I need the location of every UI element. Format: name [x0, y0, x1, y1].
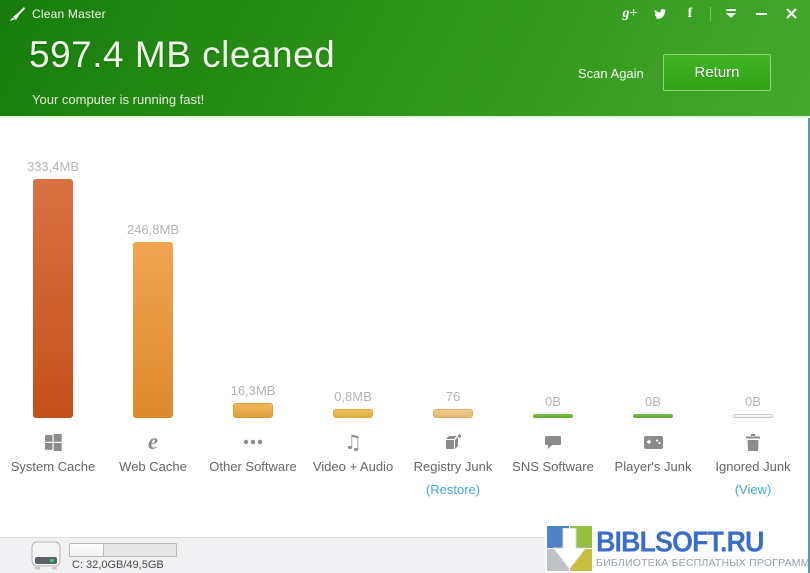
category-label: Player's Junk — [614, 459, 692, 474]
category-label: System Cache — [10, 459, 96, 474]
chart-column-video-audio: 0,8MB — [303, 118, 403, 418]
twitter-icon[interactable] — [647, 2, 673, 26]
titlebar-separator — [710, 6, 711, 21]
bar-web-cache — [133, 242, 173, 418]
registry-box-icon — [444, 430, 462, 454]
category-registry-junk: Registry Junk (Restore) — [403, 430, 503, 497]
hard-drive-icon — [28, 541, 64, 573]
chart-column-ignored-junk: 0B — [703, 118, 803, 418]
disk-usage-bar — [69, 543, 177, 557]
restore-link[interactable]: (Restore) — [425, 482, 481, 497]
cleaned-amount-title: 597.4 MB cleaned — [29, 34, 336, 75]
bar-ignored-junk — [733, 414, 773, 418]
bar-value-label: 0,8MB — [334, 389, 372, 404]
chart-column-sns-software: 0B — [503, 118, 603, 418]
return-button[interactable]: Return — [663, 54, 771, 91]
watermark-title: BIBLSOFT.RU — [596, 525, 764, 558]
bar-value-label: 0B — [745, 394, 761, 409]
category-other-software: Other Software — [203, 430, 303, 497]
category-system-cache: System Cache — [3, 430, 103, 497]
download-arrow-icon — [547, 525, 592, 571]
watermark-subtitle: БИБЛИОТЕКА БЕСПЛАТНЫХ ПРОГРАММ — [596, 556, 810, 569]
ellipsis-icon — [243, 430, 263, 454]
watermark-text: BIBLSOFT.RU БИБЛИОТЕКА БЕСПЛАТНЫХ ПРОГРА… — [596, 525, 810, 569]
bar-value-label: 16,3MB — [230, 383, 276, 398]
category-sns-software: SNS Software — [503, 430, 603, 497]
minimize-icon[interactable] — [748, 2, 774, 26]
category-label: Web Cache — [119, 459, 187, 474]
category-label: SNS Software — [512, 459, 594, 474]
bar-players-junk — [633, 414, 673, 418]
chat-bubble-icon — [544, 430, 562, 454]
scan-again-link[interactable]: Scan Again — [578, 66, 644, 81]
status-message: Your computer is running fast! — [32, 92, 205, 107]
header-panel: Clean Master g+ f 597.4 MB clea — [0, 0, 810, 118]
category-label: Ignored Junk — [715, 459, 791, 474]
trash-icon — [745, 430, 761, 454]
broom-icon — [9, 6, 25, 22]
bar-value-label: 0B — [545, 394, 561, 409]
disk-usage-fill — [70, 544, 104, 556]
junk-bar-chart: 333,4MB 246,8MB 16,3MB 0,8MB 76 0B 0B 0 — [3, 118, 803, 418]
chart-column-system-cache: 333,4MB — [3, 118, 103, 418]
pin-menu-icon[interactable] — [718, 2, 744, 26]
chart-column-web-cache: 246,8MB — [103, 118, 203, 418]
bar-other-software — [233, 403, 273, 418]
chart-column-players-junk: 0B — [603, 118, 703, 418]
gamepad-icon — [643, 430, 663, 454]
category-label: Other Software — [209, 459, 297, 474]
chart-column-registry-junk: 76 — [403, 118, 503, 418]
view-link[interactable]: (View) — [734, 482, 772, 497]
bar-sns-software — [533, 414, 573, 418]
window-right-edge — [808, 118, 810, 573]
bar-value-label: 246,8MB — [126, 222, 180, 237]
google-plus-icon[interactable]: g+ — [622, 5, 638, 21]
bar-value-label: 0B — [645, 394, 661, 409]
titlebar-buttons: g+ f — [617, 0, 804, 27]
bar-system-cache — [33, 179, 73, 418]
bar-video-audio — [333, 409, 373, 418]
bar-registry-junk — [433, 409, 473, 418]
close-icon[interactable] — [778, 2, 804, 26]
category-players-junk: Player's Junk — [603, 430, 703, 497]
biblsoft-watermark: BIBLSOFT.RU БИБЛИОТЕКА БЕСПЛАТНЫХ ПРОГРА… — [545, 523, 810, 573]
category-row: System Cache e Web Cache Other Software … — [3, 430, 803, 497]
titlebar: Clean Master g+ f — [0, 0, 810, 27]
chart-column-other-software: 16,3MB — [203, 118, 303, 418]
ie-browser-icon: e — [147, 429, 159, 454]
category-ignored-junk: Ignored Junk (View) — [703, 430, 803, 497]
category-label: Registry Junk — [413, 459, 493, 474]
music-note-icon: ♫ — [344, 430, 362, 454]
category-video-audio: ♫ Video + Audio — [303, 430, 403, 497]
app-title: Clean Master — [32, 6, 106, 21]
windows-icon — [44, 430, 62, 454]
category-web-cache: e Web Cache — [103, 430, 203, 497]
category-label: Video + Audio — [312, 459, 394, 474]
bar-value-label: 76 — [445, 389, 461, 404]
drive-capacity-text: C: 32,0GB/49,5GB — [72, 559, 164, 571]
bar-value-label: 333,4MB — [26, 159, 80, 174]
facebook-icon[interactable]: f — [687, 5, 693, 21]
